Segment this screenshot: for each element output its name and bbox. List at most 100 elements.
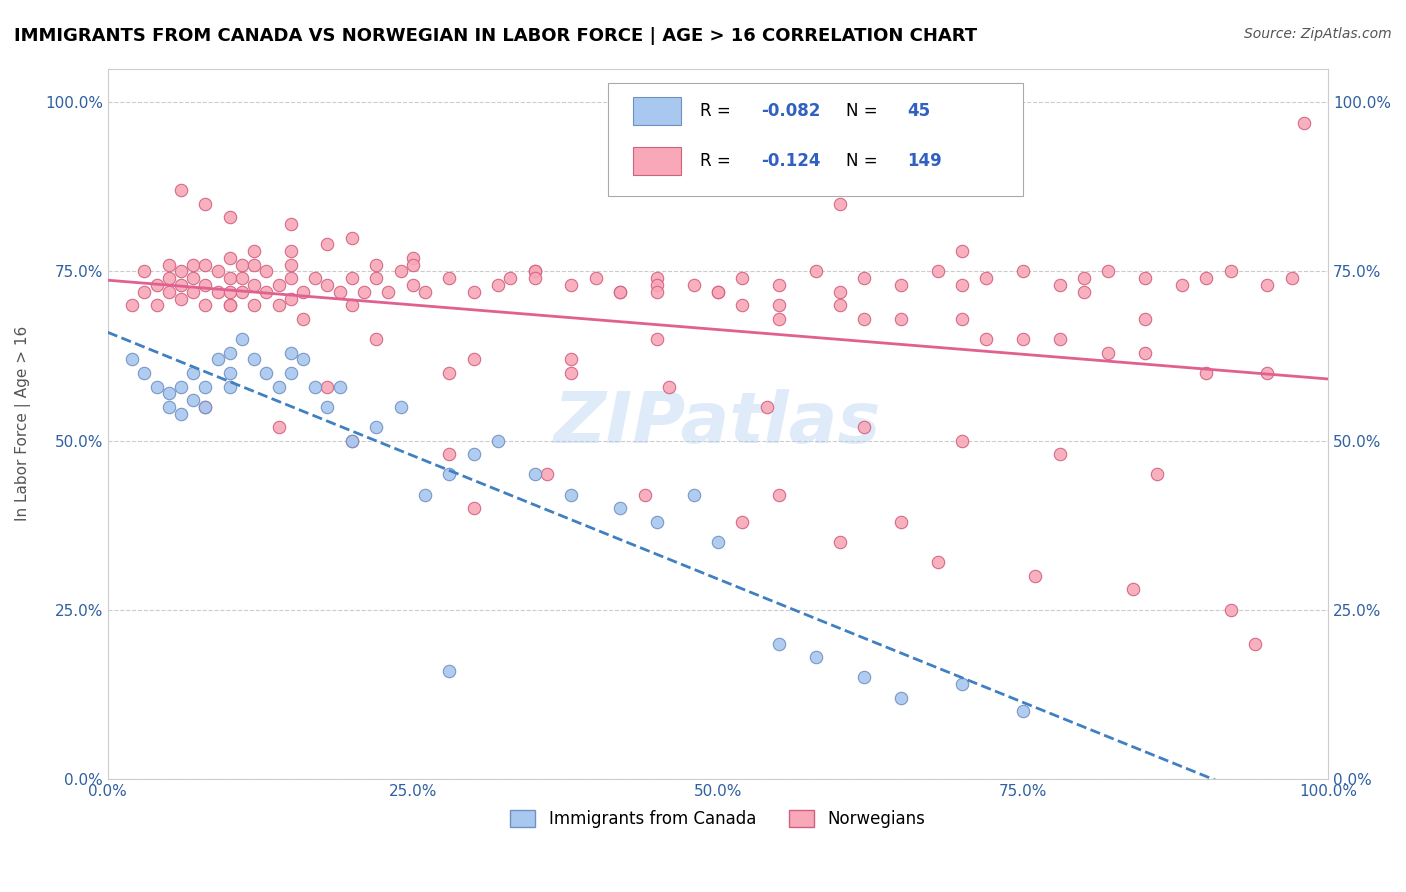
Point bbox=[402, 278, 425, 293]
Point bbox=[609, 285, 631, 299]
Point bbox=[134, 285, 156, 299]
Point bbox=[1012, 332, 1035, 346]
Point bbox=[976, 332, 998, 346]
Point bbox=[377, 285, 399, 299]
Text: 45: 45 bbox=[907, 103, 931, 120]
Point bbox=[707, 285, 730, 299]
Point bbox=[280, 217, 302, 231]
Point bbox=[1049, 332, 1071, 346]
Point bbox=[828, 197, 851, 211]
FancyBboxPatch shape bbox=[609, 83, 1024, 196]
Point bbox=[218, 366, 240, 380]
Point bbox=[439, 467, 461, 482]
Point bbox=[181, 392, 204, 407]
Point bbox=[560, 488, 582, 502]
Point bbox=[267, 379, 290, 393]
Point bbox=[170, 183, 193, 197]
Text: 149: 149 bbox=[907, 152, 942, 169]
Point bbox=[707, 535, 730, 549]
Point bbox=[316, 400, 339, 414]
Point bbox=[340, 230, 363, 244]
Point bbox=[609, 285, 631, 299]
Point bbox=[439, 271, 461, 285]
Point bbox=[768, 311, 790, 326]
Point bbox=[439, 366, 461, 380]
Point bbox=[950, 311, 973, 326]
Point bbox=[170, 292, 193, 306]
Point bbox=[157, 400, 180, 414]
Point bbox=[194, 197, 217, 211]
Point bbox=[413, 488, 436, 502]
Point bbox=[207, 285, 229, 299]
Point bbox=[353, 285, 375, 299]
Point bbox=[950, 278, 973, 293]
Point bbox=[439, 447, 461, 461]
Point bbox=[755, 400, 778, 414]
Point bbox=[207, 264, 229, 278]
Point bbox=[1097, 264, 1119, 278]
Point bbox=[170, 264, 193, 278]
Point bbox=[645, 271, 668, 285]
Point bbox=[1133, 345, 1156, 359]
Legend: Immigrants from Canada, Norwegians: Immigrants from Canada, Norwegians bbox=[503, 803, 932, 835]
Point bbox=[316, 237, 339, 252]
Point bbox=[267, 278, 290, 293]
FancyBboxPatch shape bbox=[633, 146, 682, 175]
Point bbox=[389, 264, 412, 278]
Text: IMMIGRANTS FROM CANADA VS NORWEGIAN IN LABOR FORCE | AGE > 16 CORRELATION CHART: IMMIGRANTS FROM CANADA VS NORWEGIAN IN L… bbox=[14, 27, 977, 45]
Point bbox=[280, 292, 302, 306]
Point bbox=[927, 556, 949, 570]
Point bbox=[243, 298, 266, 312]
Point bbox=[231, 285, 253, 299]
Point bbox=[585, 271, 607, 285]
Text: -0.082: -0.082 bbox=[761, 103, 820, 120]
Point bbox=[1073, 271, 1095, 285]
Point bbox=[194, 379, 217, 393]
Point bbox=[194, 278, 217, 293]
Point bbox=[218, 345, 240, 359]
Point bbox=[402, 258, 425, 272]
Text: ZIPatlas: ZIPatlas bbox=[554, 389, 882, 458]
Point bbox=[927, 264, 949, 278]
Point bbox=[499, 271, 522, 285]
Point bbox=[523, 467, 546, 482]
Point bbox=[170, 379, 193, 393]
Point bbox=[145, 278, 167, 293]
Point bbox=[134, 366, 156, 380]
Point bbox=[181, 285, 204, 299]
Point bbox=[523, 264, 546, 278]
Point bbox=[413, 285, 436, 299]
Point bbox=[1012, 704, 1035, 718]
Point bbox=[366, 420, 388, 434]
Point bbox=[218, 298, 240, 312]
Point bbox=[316, 379, 339, 393]
Point bbox=[121, 352, 143, 367]
Point bbox=[292, 352, 315, 367]
Text: -0.124: -0.124 bbox=[761, 152, 820, 169]
Point bbox=[682, 488, 704, 502]
Point bbox=[194, 400, 217, 414]
Point bbox=[366, 271, 388, 285]
Point bbox=[1244, 637, 1267, 651]
Point bbox=[231, 271, 253, 285]
Point bbox=[1195, 366, 1218, 380]
Point bbox=[231, 258, 253, 272]
Point bbox=[890, 311, 912, 326]
Point bbox=[389, 400, 412, 414]
Point bbox=[768, 298, 790, 312]
Point bbox=[280, 271, 302, 285]
Point bbox=[157, 258, 180, 272]
Point bbox=[218, 271, 240, 285]
Point bbox=[1049, 278, 1071, 293]
Point bbox=[463, 352, 485, 367]
Point bbox=[402, 251, 425, 265]
Point bbox=[609, 501, 631, 516]
Point bbox=[828, 285, 851, 299]
Point bbox=[853, 420, 876, 434]
Point bbox=[267, 420, 290, 434]
Point bbox=[340, 434, 363, 448]
Point bbox=[366, 258, 388, 272]
Point bbox=[645, 278, 668, 293]
Point bbox=[1133, 311, 1156, 326]
Point bbox=[254, 366, 277, 380]
